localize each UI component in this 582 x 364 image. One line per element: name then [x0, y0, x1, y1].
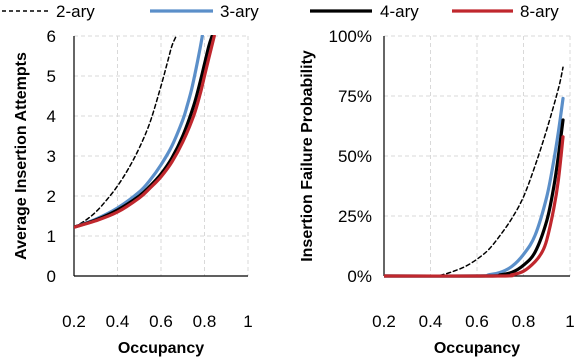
- y-tick-label: 75%: [338, 87, 372, 106]
- y-tick-label: 6: [47, 27, 56, 46]
- legend-item-4-ary: 4-ary: [310, 2, 419, 21]
- x-tick-label: 0.8: [193, 312, 217, 331]
- y-tick-label: 1: [47, 227, 56, 246]
- y-axis-title: Average Insertion Attempts: [13, 52, 30, 260]
- series-line-4-ary: [74, 35, 214, 229]
- y-tick-label: 50%: [338, 147, 372, 166]
- legend-label-4-ary: 4-ary: [380, 2, 419, 21]
- x-tick-label: 1: [565, 312, 574, 331]
- x-axis-title: Occupancy: [434, 340, 520, 357]
- series-line-3-ary: [74, 35, 204, 229]
- legend-item-8-ary: 8-ary: [452, 2, 559, 21]
- y-tick-label: 25%: [338, 207, 372, 226]
- y-tick-label: 5: [47, 67, 56, 86]
- x-tick-label: 0.8: [512, 312, 536, 331]
- y-tick-label: 4: [47, 107, 56, 126]
- x-axis-title: Occupancy: [118, 340, 204, 357]
- y-tick-label: 100%: [329, 27, 372, 46]
- y-axis-title: Insertion Failure Probability: [299, 50, 316, 262]
- series-line-2-ary: [384, 66, 564, 277]
- y-tick-label: 2: [47, 187, 56, 206]
- series-line-4-ary: [384, 118, 565, 278]
- y-tick-label: 0%: [347, 267, 372, 286]
- x-tick-label: 1: [243, 312, 252, 331]
- series-line-8-ary: [384, 135, 565, 278]
- legend-label-2-ary: 2-ary: [56, 2, 95, 21]
- chart-insertion-failure-probability: 0% 25% 50% 75% 100% 0.2 0.4 0.6 0.8 1 Occupancy Ins…: [299, 27, 575, 357]
- x-tick-label: 0.6: [465, 312, 489, 331]
- legend-item-2-ary: 2-ary: [2, 2, 95, 21]
- legend-label-3-ary: 3-ary: [220, 2, 259, 21]
- x-tick-label: 0.4: [106, 312, 130, 331]
- chart-average-insertion-attempts: 0 1 2 3 4 5 6 0.2 0.4 0.6 0.8 1 Occupancy Average Ins…: [13, 27, 253, 357]
- x-tick-label: 0.2: [372, 312, 396, 331]
- series-line-2-ary: [74, 35, 177, 228]
- x-tick-label: 0.6: [149, 312, 173, 331]
- legend-label-8-ary: 8-ary: [520, 2, 559, 21]
- legend: 2-ary 3-ary 4-ary 8-ary: [2, 2, 559, 21]
- legend-item-3-ary: 3-ary: [150, 2, 259, 21]
- x-tick-label: 0.4: [419, 312, 443, 331]
- series-line-8-ary: [74, 35, 216, 229]
- x-tick-label: 0.2: [62, 312, 86, 331]
- y-tick-label: 0: [47, 267, 56, 286]
- y-tick-label: 3: [47, 147, 56, 166]
